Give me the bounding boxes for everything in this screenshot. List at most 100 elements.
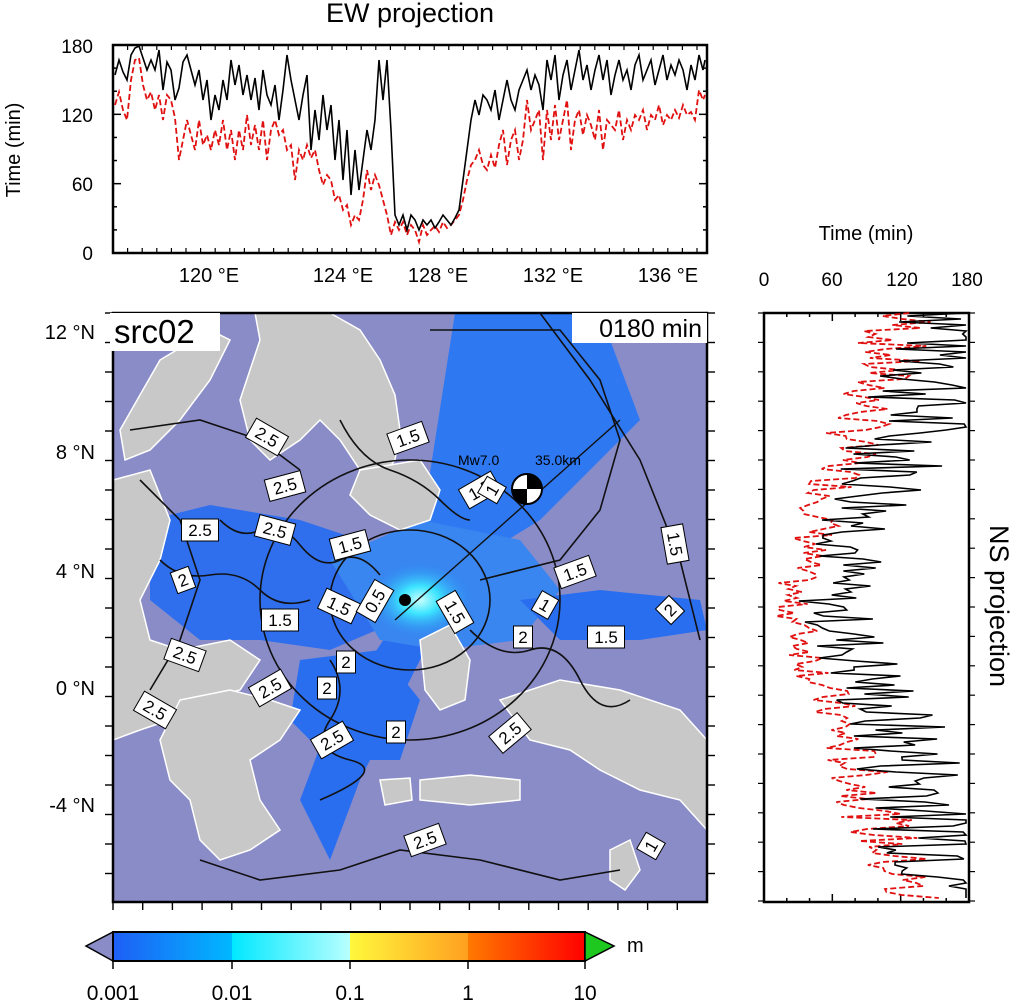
contour-label: 2 xyxy=(654,594,686,626)
contour-squiggle-1 xyxy=(219,519,381,576)
contour-label-box xyxy=(403,822,447,858)
land-masses xyxy=(113,313,707,892)
contour-label-box xyxy=(636,831,666,861)
land-borneo xyxy=(113,469,262,741)
time-label: 0180 min xyxy=(599,315,702,343)
ew-y-axis-label: Time (min) xyxy=(3,103,25,198)
ns-arrival-line-black xyxy=(798,312,968,898)
land-sulawesi xyxy=(159,689,302,861)
ns-x-tick-labels: 0 60 120 180 xyxy=(759,270,983,291)
ns-x-tick-60: 60 xyxy=(821,270,842,291)
ns-plot-frame xyxy=(762,311,971,904)
contour-label: 2.5 xyxy=(163,637,207,673)
contour-label-box xyxy=(247,668,293,708)
source-label: src02 xyxy=(114,313,195,350)
contour-label: 2.5 xyxy=(253,513,297,547)
lat-tick-4n: 4 °N xyxy=(56,561,95,583)
map-tick-marks xyxy=(105,312,715,910)
contour-label-box xyxy=(169,565,197,595)
lat-tick-8n: 8 °N xyxy=(56,442,95,464)
colorbar-label-001: 0.01 xyxy=(212,982,253,1004)
contour-label-box xyxy=(386,720,406,744)
ew-x-tick-120e: 120 °E xyxy=(179,265,239,287)
contour-label-box xyxy=(513,625,533,649)
ew-y-tick-180: 180 xyxy=(61,37,93,58)
wave-energy-east xyxy=(520,590,707,640)
contour-ring-2 xyxy=(259,459,561,741)
contour-label-text: 2 xyxy=(391,723,400,742)
contour-label-box xyxy=(253,513,297,547)
contour-south xyxy=(199,849,621,881)
ns-x-tick-0: 0 xyxy=(759,270,770,291)
colorbar-label-1: 1 xyxy=(462,982,474,1004)
land-new-guinea xyxy=(498,679,707,832)
contour-label-box xyxy=(309,720,355,760)
contour-label: 1.5 xyxy=(261,608,299,632)
contour-label-box xyxy=(181,518,219,542)
contour-label: 2 xyxy=(513,625,533,649)
contour-label-group: 2.52.52.5 2.52.52.52.52.52.52.52222221.51… xyxy=(132,417,690,861)
ew-x-tick-132e: 132 °E xyxy=(523,265,583,287)
contour-label-text: 2 xyxy=(341,653,350,672)
contour-label-box xyxy=(328,528,372,562)
contour-label-box xyxy=(316,587,362,625)
contour-label-box xyxy=(386,420,430,456)
colorbar-label-0001: 0.001 xyxy=(87,982,140,1004)
ew-x-tick-labels: 120 °E 124 °E 128 °E 132 °E 136 °E xyxy=(179,265,698,287)
ew-y-tick-60: 60 xyxy=(72,175,93,196)
contour-label-box xyxy=(530,590,560,620)
ew-y-tick-120: 120 xyxy=(61,106,93,127)
contour-label-box xyxy=(355,578,395,624)
contour-label-box xyxy=(132,690,178,730)
contour-label: 2 xyxy=(336,650,356,674)
colorbar-seg-2 xyxy=(232,932,350,961)
contour-label: 1.5 xyxy=(328,528,372,562)
contour-label-box xyxy=(654,594,686,626)
contour-label-box xyxy=(587,625,625,649)
ew-x-tick-128e: 128 °E xyxy=(408,265,468,287)
contour-label: 1.5 xyxy=(660,523,690,565)
colorbar-unit: m xyxy=(627,935,644,957)
reference-point-marker xyxy=(399,594,411,606)
lat-tick-12n: 12 °N xyxy=(45,322,95,344)
contour-label: 2.5 xyxy=(181,518,219,542)
contour-label: 1.5 xyxy=(553,554,597,590)
ew-x-tick-124e: 124 °E xyxy=(313,265,373,287)
ns-x-tick-180: 180 xyxy=(951,270,983,291)
time-label-box xyxy=(572,313,707,343)
colorbar-over-triangle xyxy=(584,930,616,963)
ns-panel-title: NS projection xyxy=(984,525,1014,687)
contour-label-text: 1.5 xyxy=(594,628,618,647)
contour-label: 1 xyxy=(636,831,666,861)
event-depth-label: 35.0km xyxy=(535,452,581,468)
ew-y-tick-0: 0 xyxy=(82,244,93,265)
colorbar-seg-1 xyxy=(113,932,232,961)
ew-x-tick-136e: 136 °E xyxy=(638,265,698,287)
contour-label: 1 xyxy=(530,590,560,620)
contour-label: 2 xyxy=(317,676,337,700)
ew-panel-title: EW projection xyxy=(326,0,494,28)
contour-label-box xyxy=(488,711,532,755)
ns-projection-panel: Time (min) 0 60 120 180 NS projection xyxy=(758,223,1014,904)
colorbar: m 0.001 0.01 0.1 1 10 xyxy=(84,930,644,1004)
map-lat-tick-labels: 12 °N 8 °N 4 °N 0 °N -4 °N xyxy=(45,322,95,817)
contour-north xyxy=(129,419,301,471)
contour-arc-east xyxy=(539,313,701,641)
contour-label-box xyxy=(553,554,597,590)
contour-label: 2.5 xyxy=(263,469,307,503)
colorbar-label-10: 10 xyxy=(573,982,596,1004)
rupture-profile-line xyxy=(394,419,621,621)
contour-label-box xyxy=(336,650,356,674)
contour-label-text: 1.5 xyxy=(663,531,686,558)
contour-squiggle-4 xyxy=(469,629,631,708)
colorbar-under-triangle xyxy=(84,930,114,963)
focal-mechanism-beachball xyxy=(511,473,543,505)
contour-label-box xyxy=(263,469,307,503)
contour-squiggle-5 xyxy=(339,419,471,521)
event-magnitude-label: Mw7.0 xyxy=(458,452,499,468)
contour-label-box xyxy=(261,608,299,632)
contour-label: 1 xyxy=(477,475,507,505)
ns-x-tick-120: 120 xyxy=(886,270,918,291)
ns-x-axis-label: Time (min) xyxy=(819,223,914,245)
